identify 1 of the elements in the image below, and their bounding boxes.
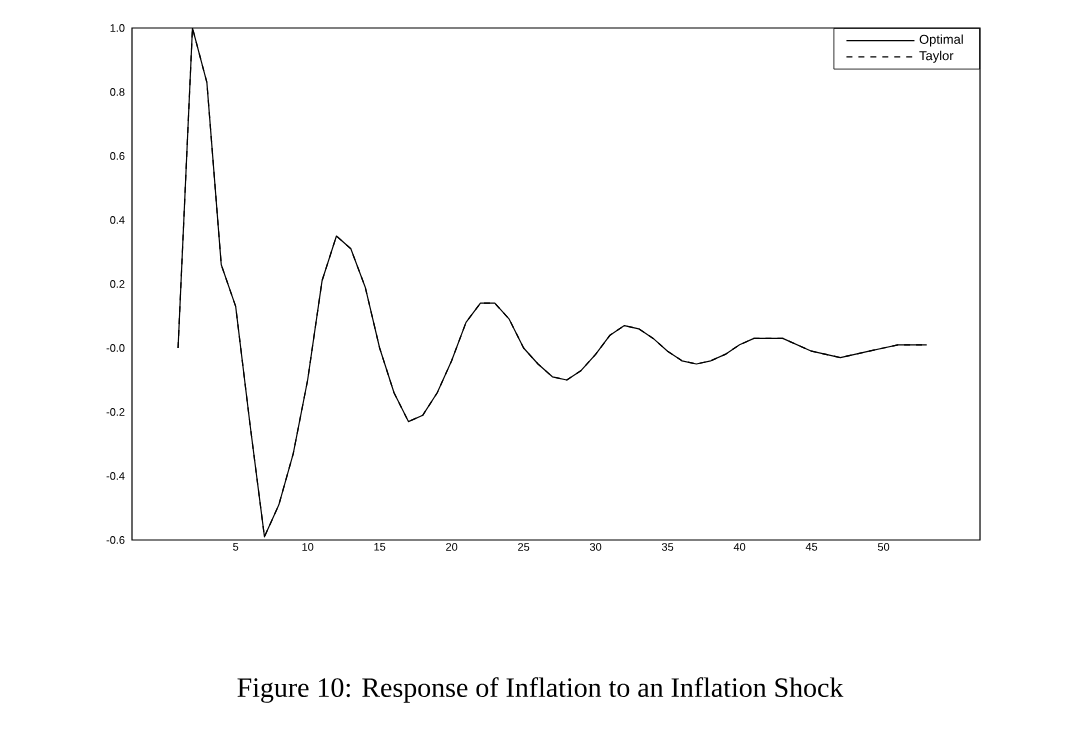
caption: Figure 10: Response of Inflation to an Inflation Shock: [237, 677, 844, 703]
